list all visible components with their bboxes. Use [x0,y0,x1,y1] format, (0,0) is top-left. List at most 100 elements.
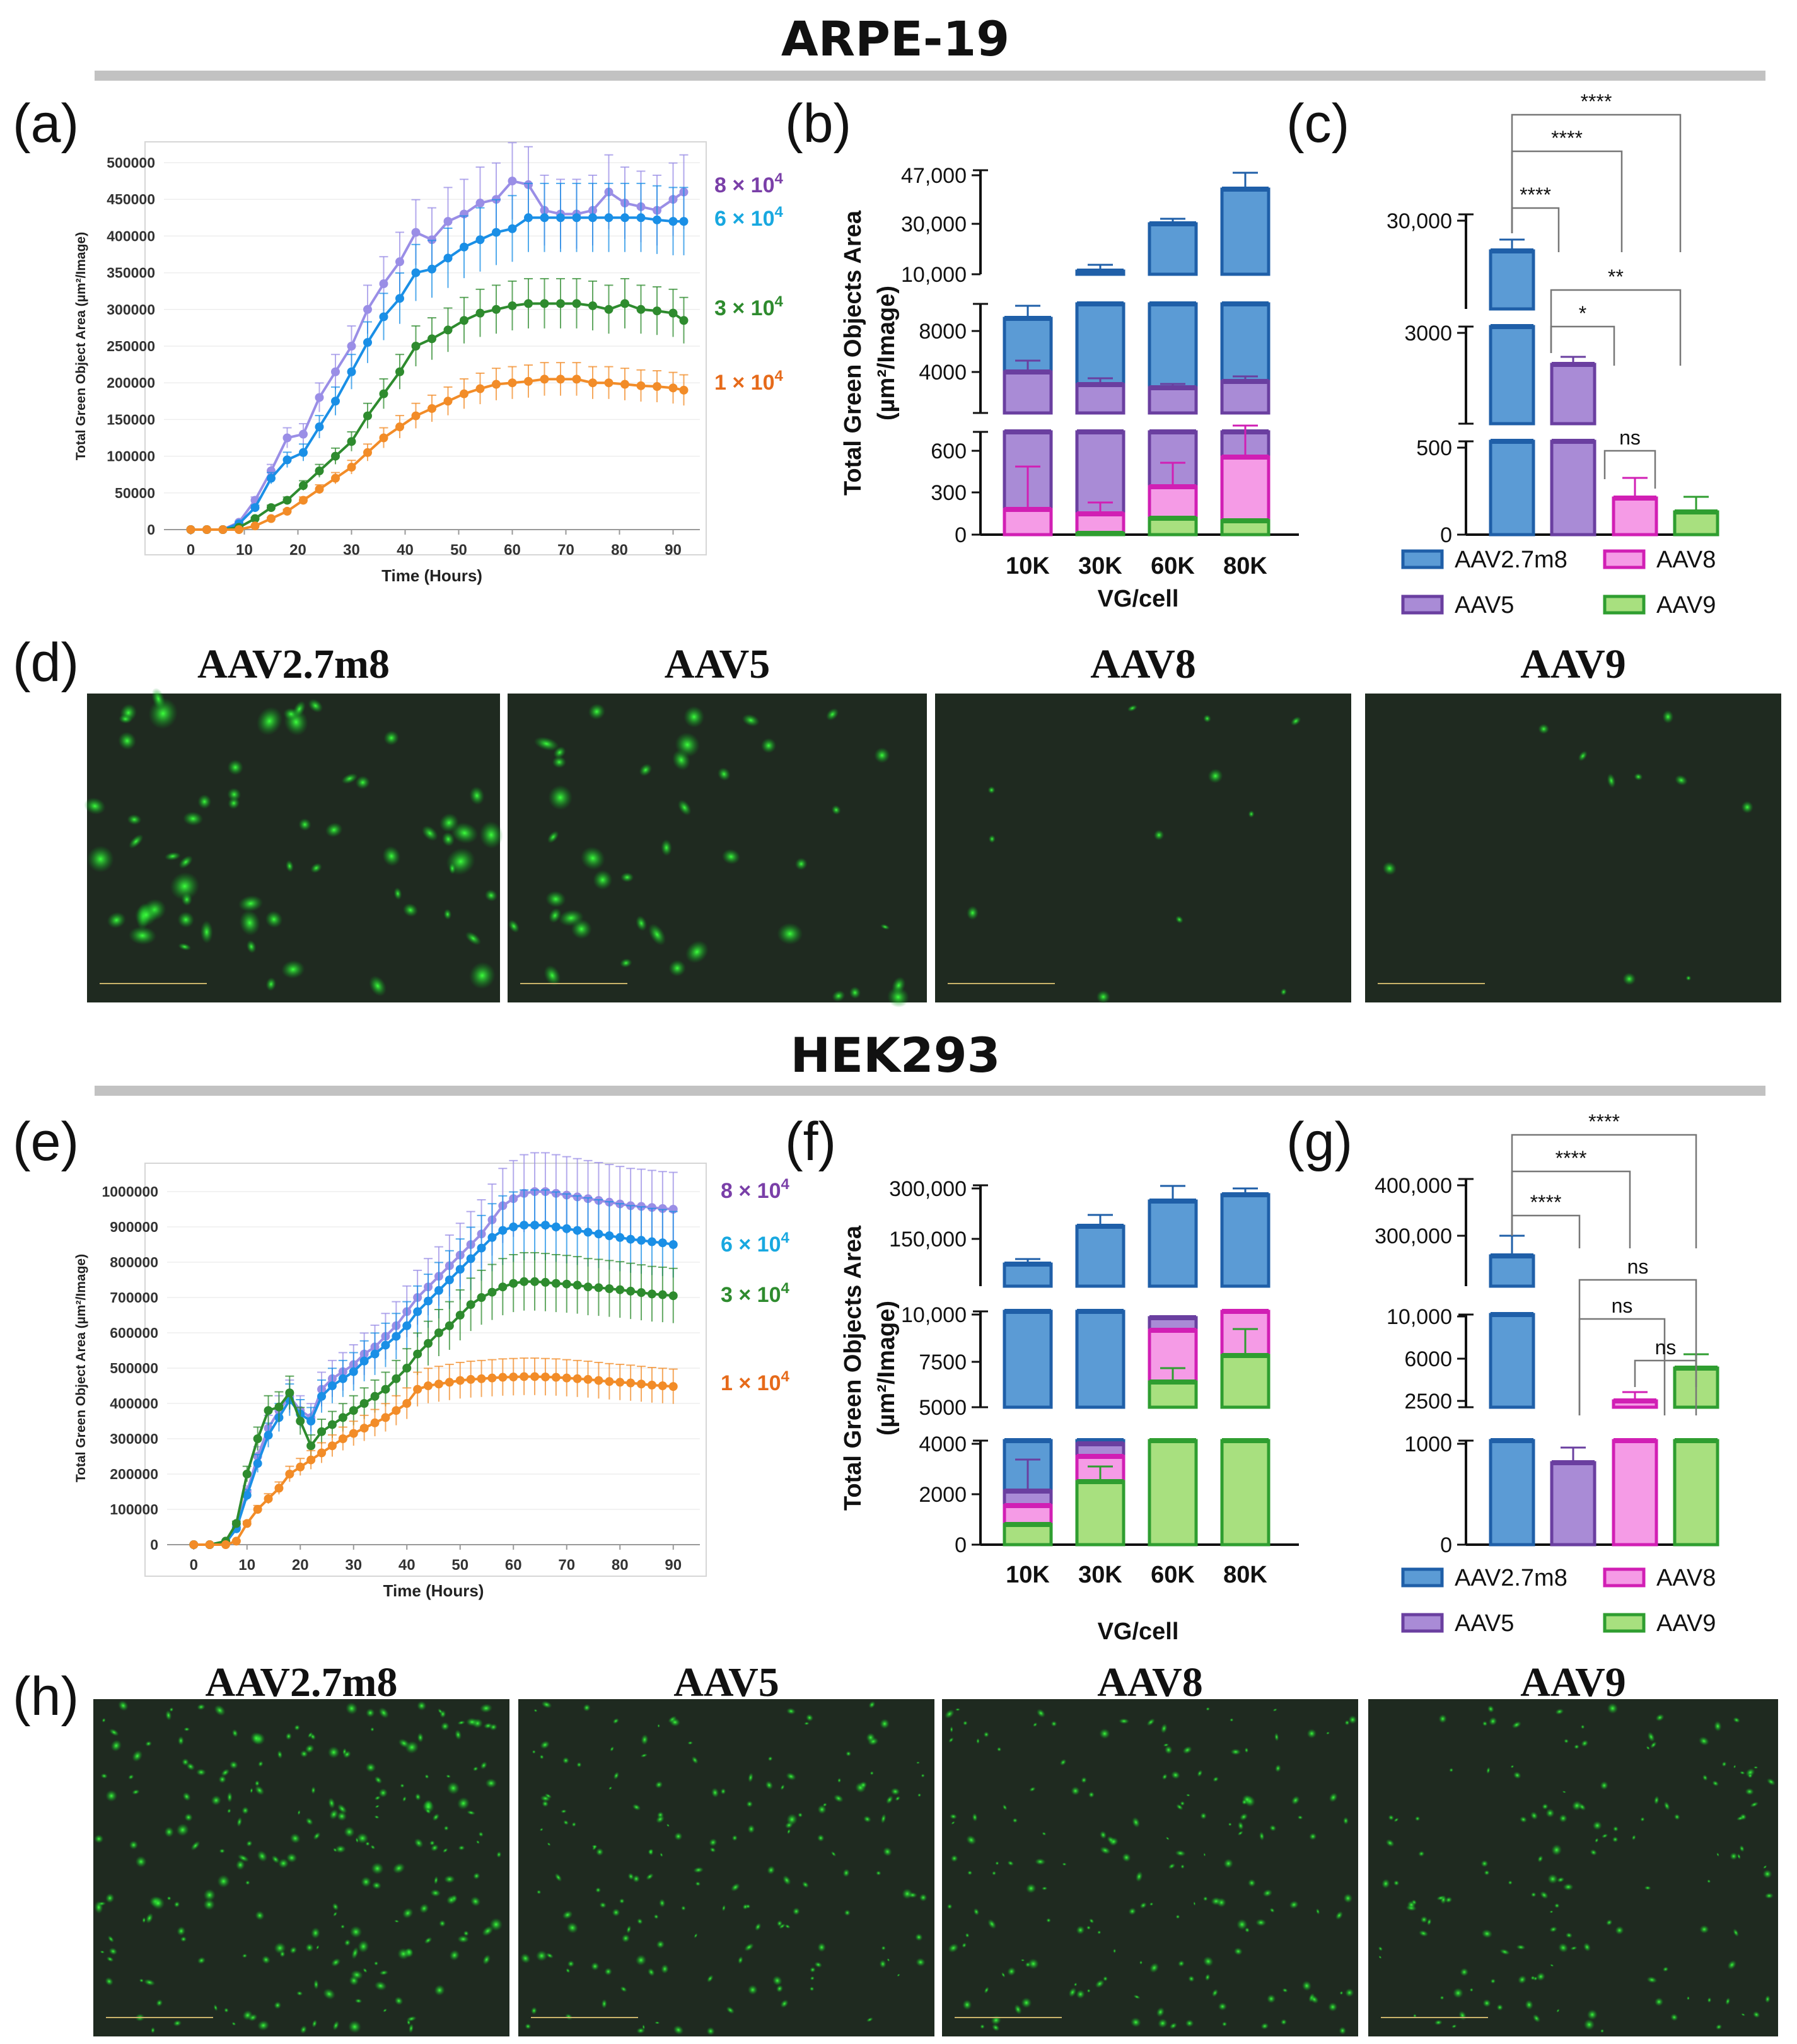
fluorescent-cell [1764,1893,1774,1899]
fluorescent-cell [846,1751,852,1757]
fluorescent-cell [1097,1930,1102,1935]
fluorescent-cell [1161,1774,1168,1780]
x-tick-label: 80K [1223,553,1267,579]
fluorescent-cell [142,1917,146,1924]
data-point [498,1226,508,1235]
fluorescent-cell [832,990,846,1002]
data-point [668,1291,678,1301]
y-tick-label: 700000 [110,1289,158,1306]
fluorescent-cell [1020,1959,1025,1962]
fluorescent-cell [443,909,452,920]
y-tick-label: 10,000 [901,1303,967,1327]
fluorescent-cell [366,1708,375,1718]
fluorescent-cell [1578,750,1588,762]
fluorescent-cell [599,1902,607,1908]
fluorescent-cell [1185,2019,1194,2028]
significance-label: ns [1627,1255,1649,1278]
fluorescent-cell [335,1845,346,1854]
data-point [605,1231,614,1240]
fluorescent-cell [1339,1990,1344,1995]
bar-aav5 [1220,380,1271,415]
data-point [299,496,308,505]
fluorescent-cell [632,1804,641,1811]
fluorescent-cell [539,1828,544,1832]
data-point [477,1243,486,1253]
fluorescent-cell [425,1808,431,1815]
y-tick-label: 300000 [107,301,155,318]
data-point [540,1373,550,1381]
micrograph-image [942,1699,1358,2036]
fluorescent-cell [1259,1832,1265,1841]
fluorescent-cell [310,862,322,873]
fluorescent-cell [588,703,606,720]
fluorescent-cell [887,1958,890,1962]
fluorescent-cell [311,1786,316,1794]
fluorescent-cell [305,1817,313,1826]
fluorescent-cell [1218,2002,1228,2011]
fluorescent-cell [1418,1850,1425,1857]
fluorescent-cell [1741,2012,1746,2016]
fluorescent-cell [1175,1850,1186,1857]
fluorescent-cell [441,832,455,847]
fluorescent-cell [1662,710,1674,724]
fluorescent-cell [224,2007,229,2013]
series-tag-base: 1 × 10 [714,371,774,395]
fluorescent-cell [1550,1964,1554,1967]
data-point [658,1381,667,1390]
fluorescent-cell [921,1774,925,1778]
data-point [508,177,517,186]
significance-bracket [1550,289,1682,366]
data-point [620,299,629,308]
fluorescent-cell [219,1848,226,1854]
fluorescent-cell [1378,1955,1382,1959]
fluorescent-cell [805,1714,814,1722]
fluorescent-cell [767,1866,776,1875]
fluorescent-cell [866,1733,876,1743]
fluorescent-cell [1146,1718,1155,1726]
fluorescent-cell [540,1740,550,1750]
fluorescent-cell [1740,1813,1747,1821]
fluorescent-cell [1513,1771,1521,1779]
fluorescent-cell [1549,1926,1557,1933]
data-point [658,1204,667,1213]
x-axis-label: Time (Hours) [383,1581,484,1600]
fluorescent-cell [1202,1956,1214,1967]
micrograph-label-2: AAV8 [1090,641,1195,687]
fluorescent-cell [693,1867,704,1873]
fluorescent-cell [1088,1791,1095,1798]
data-point [668,383,678,393]
panel-letter-c: (c) [1286,93,1349,154]
fluorescent-cell [1594,1838,1599,1843]
fluorescent-cell [186,1762,195,1771]
fluorescent-cell [669,1717,681,1727]
fluorescent-cell [1180,1801,1185,1806]
fluorescent-cell [648,1968,655,1977]
fluorescent-cell [1725,1997,1731,2006]
data-point [411,228,421,237]
fluorescent-cell [166,1896,172,1901]
fluorescent-cell [782,1875,791,1886]
data-point [267,503,276,513]
fluorescent-cell [100,1773,108,1779]
fluorescent-cell [421,825,438,842]
bar-aav27m8-top [1003,1262,1053,1288]
fluorescent-cell [1381,1878,1390,1889]
fluorescent-cell [432,1813,440,1821]
fluorescent-cell [1436,1895,1445,1901]
data-point [562,1373,571,1383]
fluorescent-cell [1451,2024,1457,2029]
fluorescent-cell [626,1925,632,1934]
data-point [379,389,388,398]
fluorescent-cell [107,1935,115,1943]
fluorescent-cell [277,1858,289,1869]
data-point [508,301,517,310]
fluorescent-cell [1426,1918,1432,1926]
fluorescent-cell [745,1904,751,1909]
fluorescent-cell [1188,1975,1195,1982]
fluorescent-cell [1095,1979,1105,1989]
fluorescent-cell [902,1888,913,1900]
data-point [604,305,614,314]
fluorescent-cell [525,2023,532,2029]
data-point [540,1277,550,1287]
bar-aav27m8-top [1075,1224,1125,1288]
